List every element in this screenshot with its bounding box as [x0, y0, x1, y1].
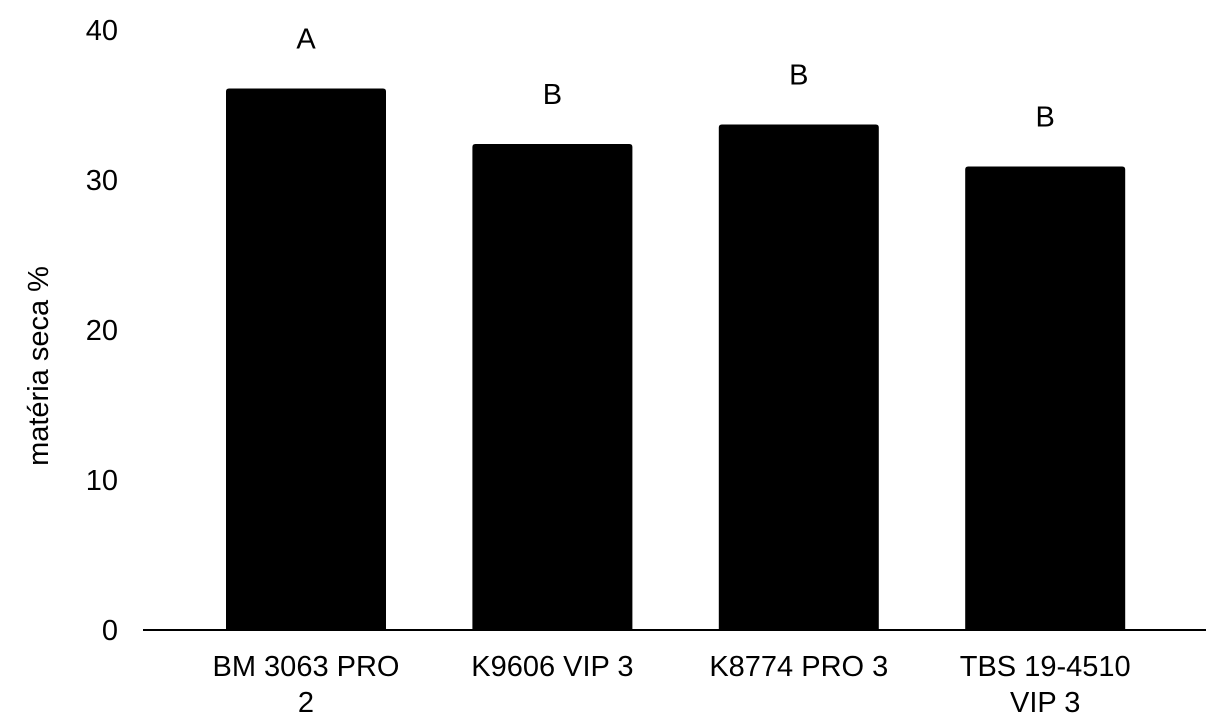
- significance-letter: B: [789, 60, 808, 92]
- x-category-label: BM 3063 PRO 2: [213, 651, 400, 718]
- bar: [226, 88, 386, 630]
- y-axis-ticks: 0 10 20 30 40: [86, 15, 118, 647]
- significance-letters: A B B B: [296, 24, 1055, 134]
- significance-letter: B: [543, 79, 562, 111]
- significance-letter: B: [1036, 102, 1055, 134]
- bar: [965, 166, 1126, 630]
- y-tick-label: 20: [86, 315, 118, 347]
- y-axis-title: matéria seca %: [23, 266, 55, 466]
- bars: [226, 88, 1126, 630]
- x-category-label: TBS 19-4510 VIP 3: [960, 651, 1131, 718]
- y-tick-label: 10: [86, 465, 118, 497]
- x-category-label: K8774 PRO 3: [709, 651, 888, 683]
- x-axis-labels: BM 3063 PRO 2 K9606 VIP 3 K8774 PRO 3 TBS 19…: [213, 651, 1131, 718]
- bar: [472, 144, 633, 630]
- x-category-label: K9606 VIP 3: [471, 651, 633, 683]
- y-tick-label: 30: [86, 165, 118, 197]
- significance-letter: A: [296, 24, 316, 56]
- y-tick-label: 0: [102, 615, 118, 647]
- y-tick-label: 40: [86, 15, 118, 47]
- bar: [718, 124, 879, 630]
